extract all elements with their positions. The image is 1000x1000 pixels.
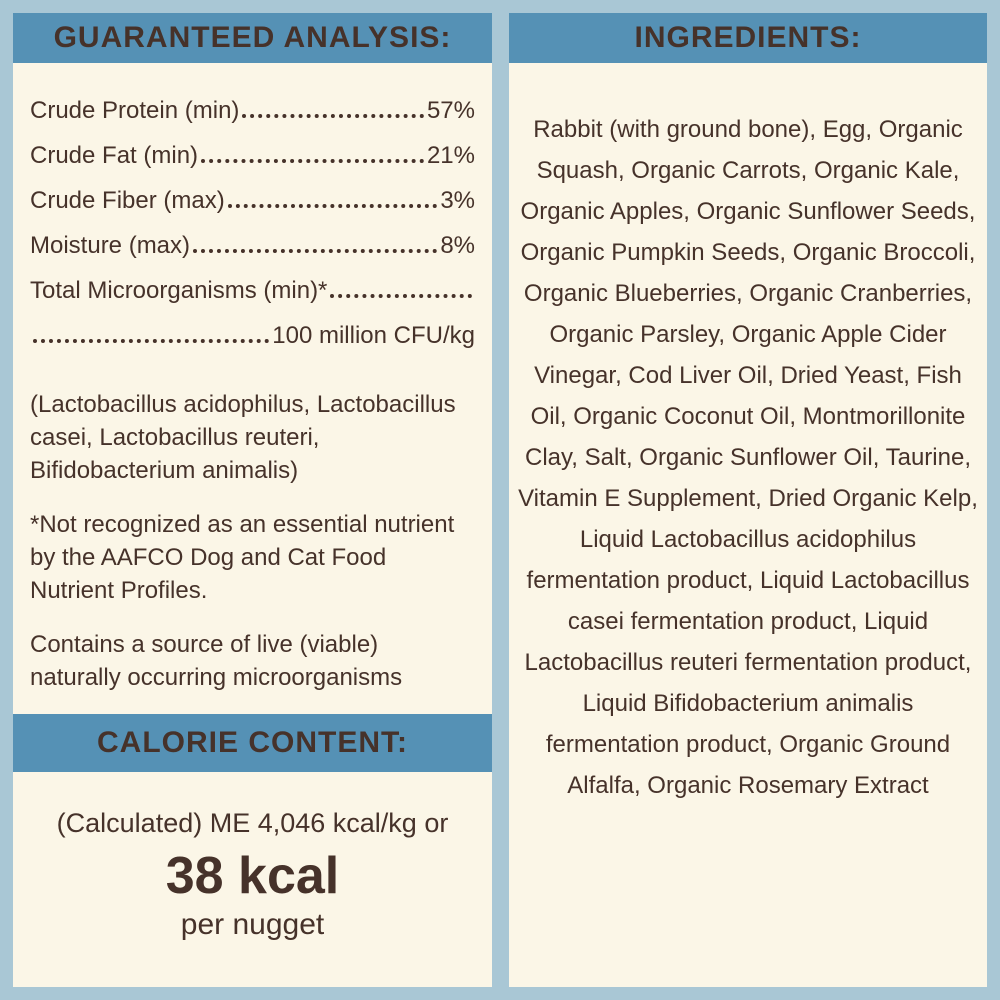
microorganisms-row-value: 100 million CFU/kg bbox=[30, 322, 475, 350]
analysis-row: Crude Fat (min) 21% bbox=[30, 142, 475, 170]
dotted-leader bbox=[227, 204, 438, 208]
calorie-content-panel: (Calculated) ME 4,046 kcal/kg or 38 kcal… bbox=[13, 772, 492, 987]
analysis-row: Moisture (max) 8% bbox=[30, 232, 475, 260]
dotted-leader bbox=[330, 294, 472, 298]
analysis-label: Crude Protein (min) bbox=[30, 97, 240, 124]
analysis-value: 21% bbox=[426, 142, 475, 169]
microorganisms-label: Total Microorganisms (min)* bbox=[30, 277, 328, 304]
ingredients-header: INGREDIENTS: bbox=[509, 13, 987, 63]
microorganisms-value: 100 million CFU/kg bbox=[272, 322, 475, 349]
calorie-value: 38 kcal bbox=[165, 847, 340, 905]
aafco-footnote: *Not recognized as an essential nutrient… bbox=[30, 511, 455, 604]
ingredients-title: INGREDIENTS: bbox=[634, 21, 862, 54]
guaranteed-analysis-header: GUARANTEED ANALYSIS: bbox=[13, 13, 492, 63]
left-column: GUARANTEED ANALYSIS: Crude Protein (min)… bbox=[13, 13, 492, 987]
viable-microorganisms-note: Contains a source of live (viable) natur… bbox=[30, 631, 403, 691]
calorie-content-title: CALORIE CONTENT: bbox=[97, 726, 408, 759]
calorie-calculated-line: (Calculated) ME 4,046 kcal/kg or bbox=[56, 808, 449, 838]
dotted-leader bbox=[193, 249, 438, 253]
analysis-label: Crude Fat (min) bbox=[30, 142, 199, 169]
right-column: INGREDIENTS: Rabbit (with ground bone), … bbox=[509, 13, 987, 987]
calorie-unit: per nugget bbox=[180, 907, 325, 941]
guaranteed-analysis-title: GUARANTEED ANALYSIS: bbox=[53, 21, 452, 54]
ingredients-panel: Rabbit (with ground bone), Egg, Organic … bbox=[509, 63, 987, 987]
microorganisms-row-label: Total Microorganisms (min)* bbox=[30, 277, 475, 305]
ingredients-text: Rabbit (with ground bone), Egg, Organic … bbox=[518, 116, 978, 799]
dotted-leader bbox=[33, 339, 270, 343]
analysis-label: Crude Fiber (max) bbox=[30, 187, 225, 214]
dotted-leader bbox=[201, 159, 424, 163]
guaranteed-analysis-panel: Crude Protein (min) 57% Crude Fat (min) 21%… bbox=[13, 63, 492, 714]
dotted-leader bbox=[242, 114, 424, 118]
calorie-content-header: CALORIE CONTENT: bbox=[13, 714, 492, 772]
analysis-rows: Crude Protein (min) 57% Crude Fat (min) 21%… bbox=[30, 97, 475, 260]
analysis-value: 3% bbox=[440, 187, 475, 214]
analysis-row: Crude Fiber (max) 3% bbox=[30, 187, 475, 215]
analysis-value: 57% bbox=[426, 97, 475, 124]
analysis-row: Crude Protein (min) 57% bbox=[30, 97, 475, 125]
analysis-value: 8% bbox=[440, 232, 475, 259]
probiotic-species-note: (Lactobacillus acidophilus, Lactobacillu… bbox=[30, 391, 456, 484]
analysis-label: Moisture (max) bbox=[30, 232, 191, 259]
